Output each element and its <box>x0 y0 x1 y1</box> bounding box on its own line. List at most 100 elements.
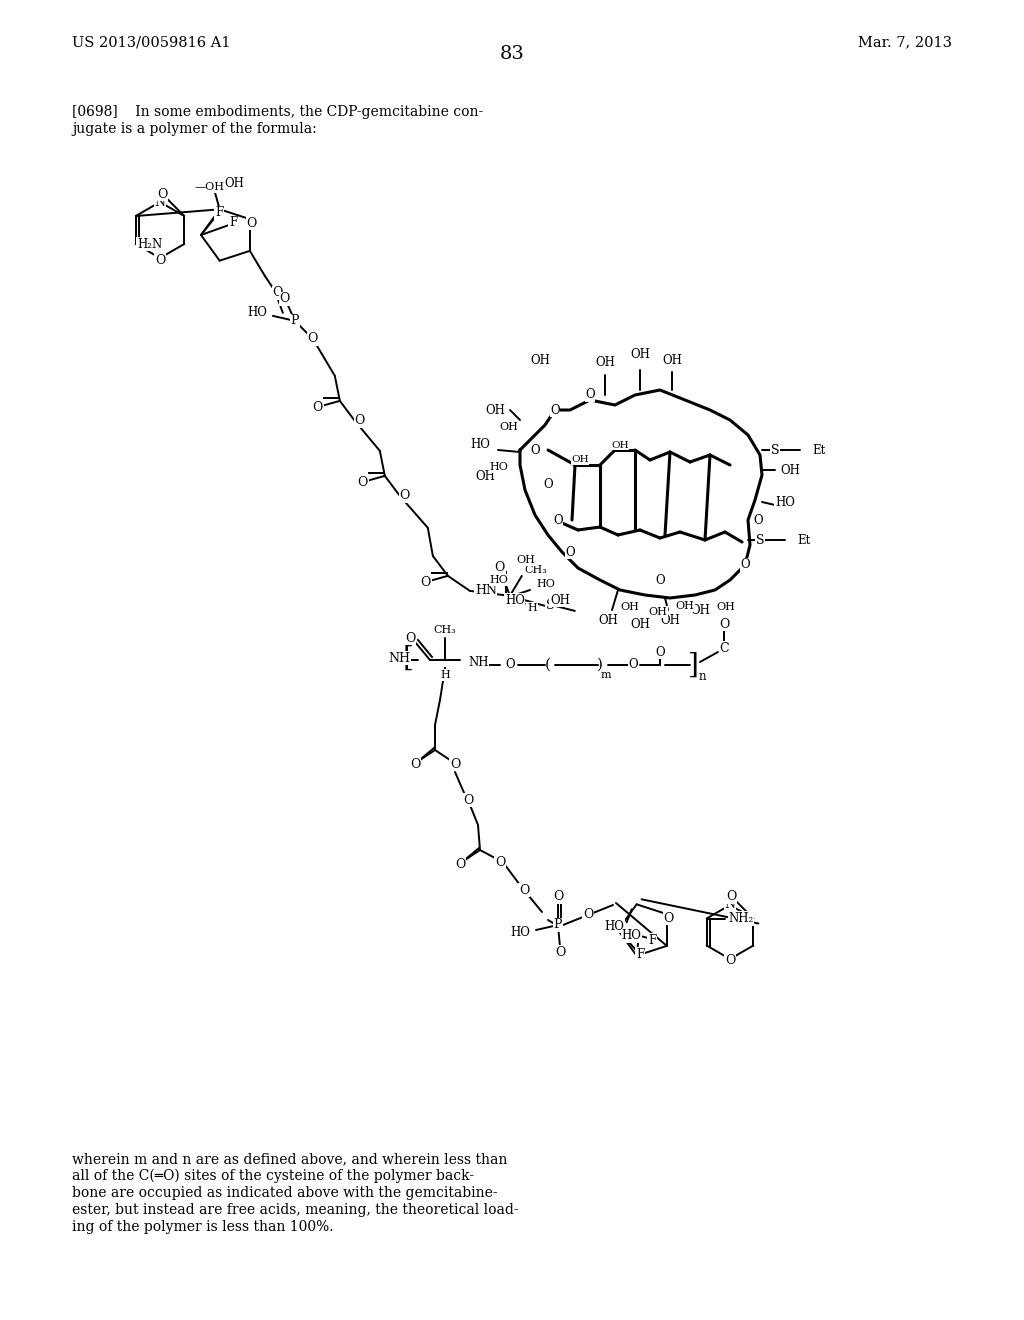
Text: OH: OH <box>663 354 682 367</box>
Text: O: O <box>530 444 540 457</box>
Text: O: O <box>410 758 420 771</box>
Text: O: O <box>455 858 465 870</box>
Text: O: O <box>450 758 460 771</box>
Text: O: O <box>555 945 565 958</box>
Text: 83: 83 <box>500 45 524 63</box>
Text: OH: OH <box>648 607 668 616</box>
Text: CH₃: CH₃ <box>525 565 548 576</box>
Text: HO: HO <box>470 438 490 451</box>
Text: O: O <box>155 253 165 267</box>
Text: O: O <box>664 912 674 924</box>
Text: HO: HO <box>775 495 795 508</box>
Text: F: F <box>648 933 656 946</box>
Text: O: O <box>740 558 750 572</box>
Text: OH: OH <box>598 614 617 627</box>
Text: Et: Et <box>797 533 810 546</box>
Text: HN: HN <box>475 585 497 598</box>
Text: NH: NH <box>388 652 410 664</box>
Text: O: O <box>404 631 415 644</box>
Text: O: O <box>655 573 665 586</box>
Text: [0698]    In some embodiments, the CDP-gemcitabine con-: [0698] In some embodiments, the CDP-gemc… <box>72 106 483 119</box>
Text: OH: OH <box>660 614 680 627</box>
Text: HO: HO <box>510 925 530 939</box>
Text: HO: HO <box>489 462 508 473</box>
Text: OH: OH <box>224 177 245 190</box>
Text: OH: OH <box>475 470 495 483</box>
Text: O: O <box>553 513 563 527</box>
Text: NH: NH <box>468 656 488 668</box>
Text: O: O <box>585 388 595 401</box>
Text: jugate is a polymer of the formula:: jugate is a polymer of the formula: <box>72 121 316 136</box>
Text: O: O <box>583 908 593 921</box>
Text: HO: HO <box>505 594 525 606</box>
Text: O: O <box>399 490 410 503</box>
Text: [: [ <box>402 644 414 672</box>
Text: OH: OH <box>485 404 505 417</box>
Text: O: O <box>247 216 257 230</box>
Text: O: O <box>655 645 665 659</box>
Text: O: O <box>312 401 323 414</box>
Text: O: O <box>725 954 735 968</box>
Text: O: O <box>421 577 431 589</box>
Text: HO: HO <box>247 306 267 319</box>
Text: OH: OH <box>530 354 550 367</box>
Text: O: O <box>357 477 368 490</box>
Text: OH: OH <box>571 455 589 465</box>
Text: ): ) <box>597 657 603 672</box>
Text: wherein m and n are as defined above, and wherein less than: wherein m and n are as defined above, an… <box>72 1152 507 1166</box>
Text: n: n <box>698 671 706 684</box>
Text: ing of the polymer is less than 100%.: ing of the polymer is less than 100%. <box>72 1220 334 1234</box>
Text: O: O <box>505 659 515 672</box>
Text: O: O <box>272 286 283 300</box>
Text: (: ( <box>545 657 551 672</box>
Text: OH: OH <box>516 554 535 565</box>
Text: all of the C(═O) sites of the cysteine of the polymer back-: all of the C(═O) sites of the cysteine o… <box>72 1170 474 1184</box>
Text: O: O <box>157 187 168 201</box>
Text: O: O <box>754 513 763 527</box>
Text: OH: OH <box>630 348 650 362</box>
Text: H: H <box>527 603 538 612</box>
Text: O: O <box>519 883 529 896</box>
Text: O: O <box>719 618 729 631</box>
Text: O: O <box>354 414 365 428</box>
Text: O: O <box>463 793 473 807</box>
Text: O: O <box>550 404 560 417</box>
Text: OH: OH <box>716 602 735 612</box>
Text: ester, but instead are free acids, meaning, the theoretical load-: ester, but instead are free acids, meani… <box>72 1203 518 1217</box>
Text: OH: OH <box>499 422 518 432</box>
Text: O: O <box>726 890 736 903</box>
Text: N: N <box>725 899 735 912</box>
Text: F: F <box>215 206 223 219</box>
Text: bone are occupied as indicated above with the gemcitabine-: bone are occupied as indicated above wit… <box>72 1185 498 1200</box>
Text: HO: HO <box>489 576 508 585</box>
Text: NH₂: NH₂ <box>729 912 754 925</box>
Text: m: m <box>601 671 611 680</box>
Text: O: O <box>565 545 574 558</box>
Text: P: P <box>554 919 562 932</box>
Text: CH₃: CH₃ <box>433 624 457 635</box>
Text: C: C <box>719 642 729 655</box>
Text: OH: OH <box>690 603 710 616</box>
Text: O: O <box>495 561 505 574</box>
Text: Mar. 7, 2013: Mar. 7, 2013 <box>858 36 952 49</box>
Text: Et: Et <box>812 444 825 457</box>
Text: OH: OH <box>676 601 694 611</box>
Text: HO: HO <box>537 579 555 589</box>
Text: O: O <box>280 292 290 305</box>
Text: US 2013/0059816 A1: US 2013/0059816 A1 <box>72 36 230 49</box>
Text: OH: OH <box>611 441 629 450</box>
Text: H₂N: H₂N <box>137 238 162 251</box>
Text: HO: HO <box>605 920 625 933</box>
Text: OH: OH <box>780 463 800 477</box>
Text: O: O <box>553 891 563 903</box>
Text: ]: ] <box>687 652 698 678</box>
Text: —OH: —OH <box>195 182 224 193</box>
Text: O: O <box>307 333 318 346</box>
Text: F: F <box>636 948 644 961</box>
Text: OH: OH <box>621 602 639 612</box>
Text: P: P <box>291 314 299 327</box>
Text: H: H <box>440 671 450 680</box>
Text: F: F <box>229 216 238 230</box>
Text: OH: OH <box>550 594 570 606</box>
Text: S: S <box>756 533 764 546</box>
